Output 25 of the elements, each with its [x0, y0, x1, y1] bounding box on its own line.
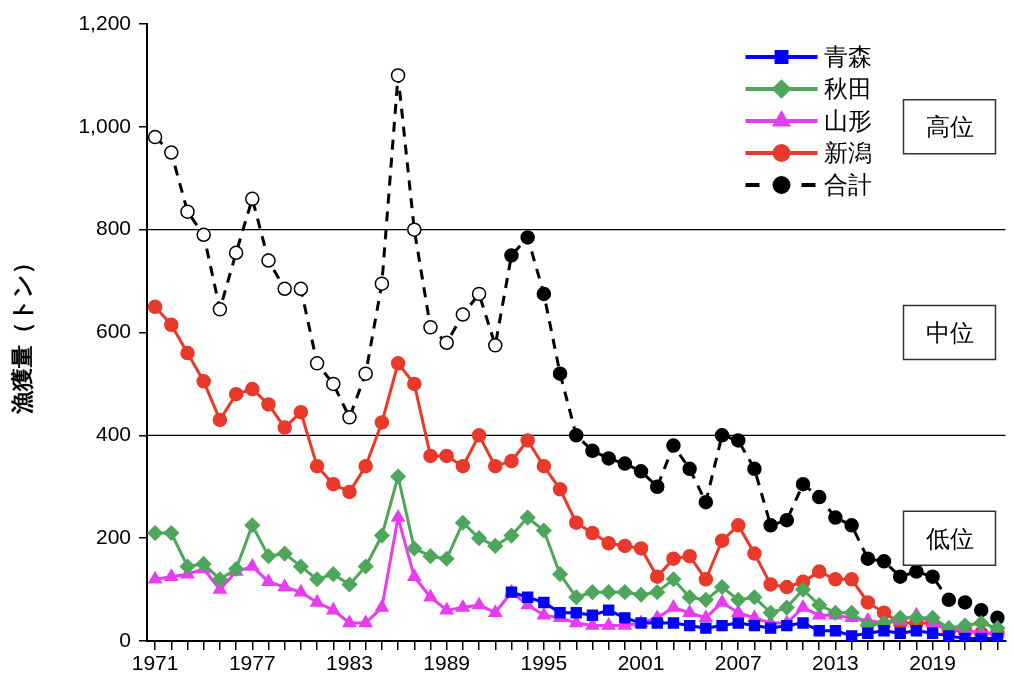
annotation: 中位 — [925, 319, 974, 347]
x-tick-label: 2007 — [714, 651, 762, 675]
y-tick-label: 0 — [119, 627, 131, 651]
x-tick-label: 1971 — [131, 651, 179, 675]
x-tick-label: 2019 — [909, 651, 956, 675]
legend-label: 山形 — [823, 106, 872, 134]
x-tick-label: 1989 — [423, 651, 471, 675]
annotation: 低位 — [925, 524, 974, 552]
annotation: 高位 — [925, 113, 974, 141]
y-tick-label: 1,200 — [78, 10, 131, 34]
y-tick-label: 400 — [95, 422, 131, 446]
legend-label: 青森 — [823, 42, 872, 70]
legend-label: 秋田 — [823, 74, 872, 102]
y-tick-label: 600 — [95, 319, 131, 343]
legend-label: 新潟 — [823, 138, 872, 166]
legend-label: 合計 — [823, 170, 872, 198]
x-tick-label: 2013 — [812, 651, 859, 675]
x-tick-label: 1995 — [520, 651, 568, 675]
x-tick-label: 2001 — [617, 651, 665, 675]
x-tick-label: 1977 — [228, 651, 276, 675]
x-tick-label: 1983 — [326, 651, 373, 675]
y-tick-label: 800 — [95, 216, 131, 240]
y-tick-label: 1,000 — [78, 113, 131, 137]
y-tick-label: 200 — [95, 524, 131, 548]
y-axis-title: 漁獲量（トン） — [9, 251, 36, 415]
